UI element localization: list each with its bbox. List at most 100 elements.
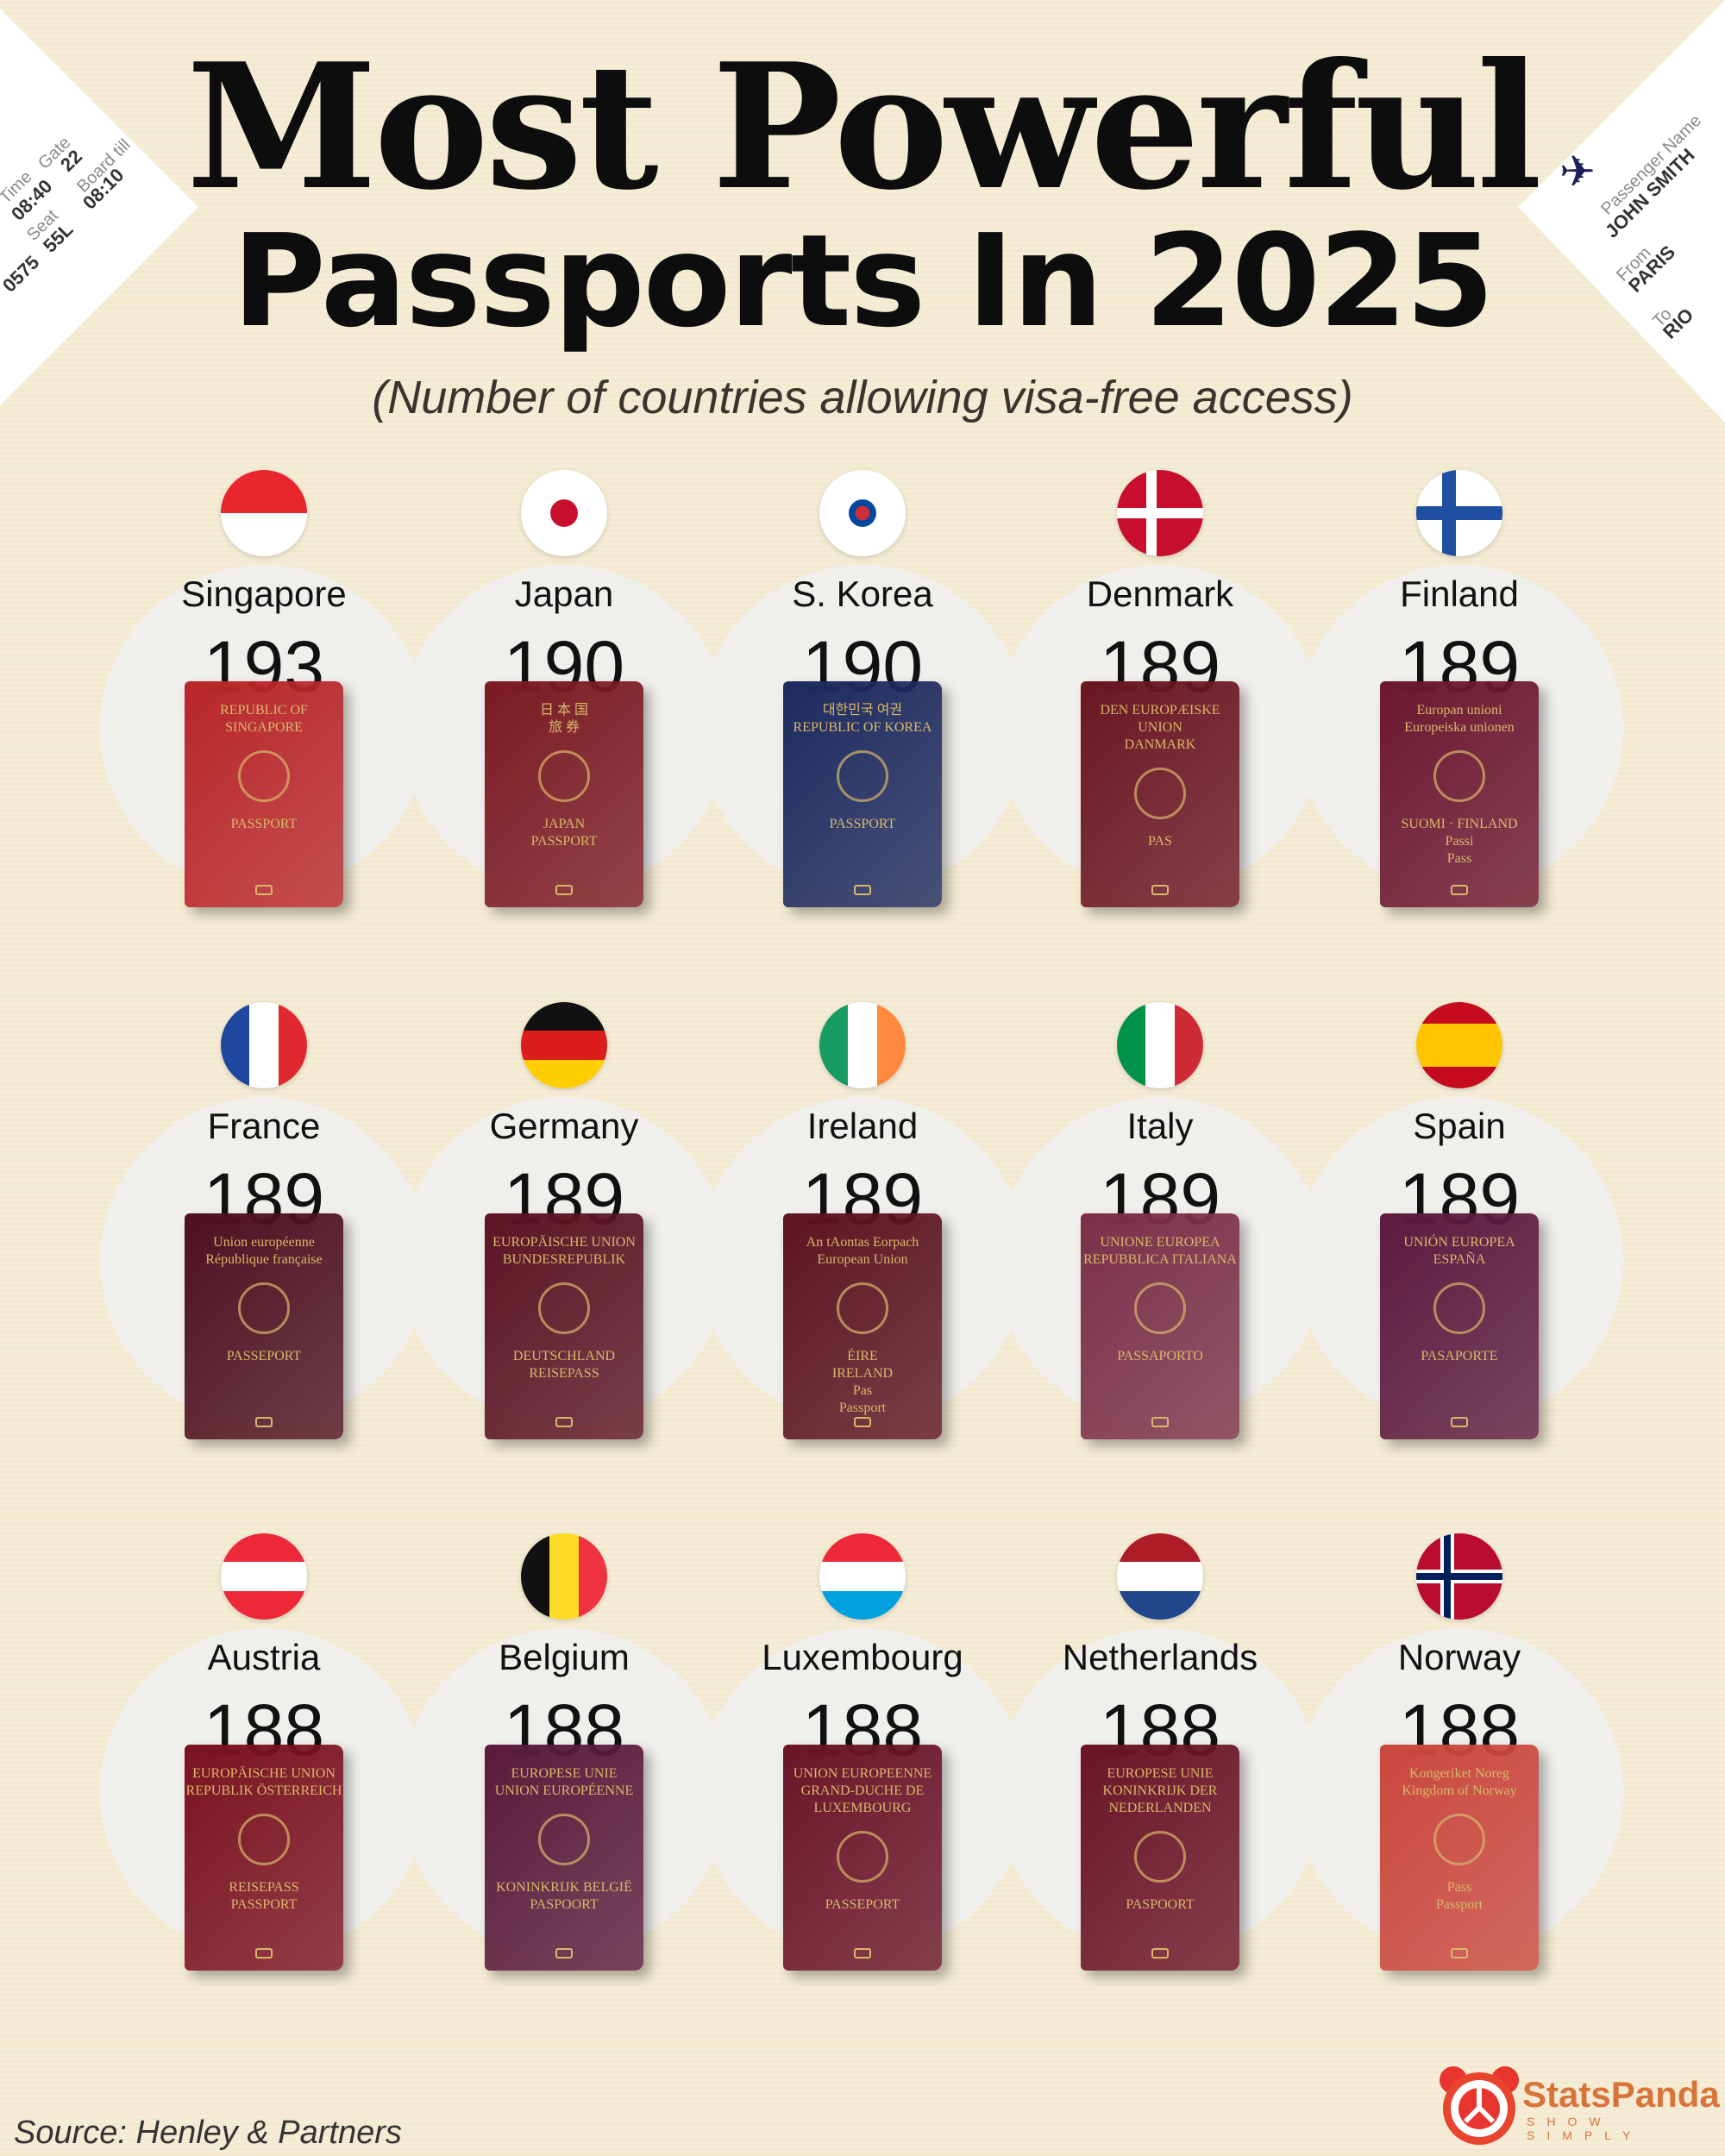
country-card-ireland: Ireland 189 An tAontas Eorpach European U…: [699, 1002, 1026, 1537]
passport-cover-text: PASSPORT: [230, 817, 298, 831]
country-name: Germany: [489, 1106, 639, 1146]
country-card-germany: Germany 189 EUROPÄISCHE UNION BUNDESREPUB…: [400, 1002, 728, 1537]
country-card-finland: Finland 189 Europan unioni Europeiska uni…: [1295, 470, 1623, 1005]
passport-cover-text: Pas: [852, 1383, 873, 1398]
passport-cover-text: République française: [205, 1252, 323, 1267]
biometric-chip-icon: [854, 1417, 871, 1427]
country-name: Spain: [1413, 1106, 1506, 1146]
passport-cover-text: PASSPORT: [829, 817, 896, 831]
brand-tagline: SHOW SIMPLY: [1527, 2115, 1643, 2142]
passport-cover-text: Passport: [838, 1401, 887, 1415]
south-korea-flag-icon: [819, 470, 906, 556]
passport-cover-text: DEUTSCHLAND: [512, 1349, 616, 1363]
country-name: Luxembourg: [762, 1637, 963, 1677]
coat-of-arms-icon: [1134, 1831, 1186, 1883]
passport-cover-text: BUNDESREPUBLIK: [502, 1252, 626, 1267]
country-name: Italy: [1126, 1106, 1194, 1146]
passport-cover-text: Europeiska unionen: [1404, 720, 1515, 735]
passport-cover-text: REPUBLIC OF KOREA: [793, 720, 932, 735]
passport-cover-text: UNIONE EUROPEA: [1100, 1235, 1220, 1250]
passport-cover-image: EUROPESE UNIE UNION EUROPÉENNE KONINKRIJK…: [485, 1745, 643, 1971]
country-card-luxembourg: Luxembourg 188 UNION EUROPEENNE GRAND-DUC…: [699, 1533, 1026, 2068]
country-card-norway: Norway 188 Kongeriket Noreg Kingdom of No…: [1295, 1533, 1623, 2068]
biometric-chip-icon: [1151, 1417, 1169, 1427]
passport-cover-text: UNION EUROPEENNE: [793, 1766, 932, 1781]
country-name: Norway: [1397, 1637, 1521, 1677]
passport-cover-text: EUROPESE UNIE: [1107, 1766, 1214, 1781]
passport-cover-text: SINGAPORE: [225, 720, 303, 735]
luxembourg-flag-icon: [819, 1533, 906, 1620]
biometric-chip-icon: [1451, 1417, 1468, 1427]
biometric-chip-icon: [1451, 885, 1468, 895]
country-card-belgium: Belgium 188 EUROPESE UNIE UNION EUROPÉENN…: [400, 1533, 728, 2068]
spain-flag-icon: [1416, 1002, 1502, 1088]
coat-of-arms-icon: [837, 1831, 888, 1883]
passport-cover-text: REPUBLIK ÖSTERREICH: [185, 1783, 342, 1798]
country-name: Ireland: [806, 1106, 919, 1146]
passport-cover-image: EUROPESE UNIE KONINKRIJK DER NEDERLANDEN …: [1081, 1745, 1239, 1971]
passport-cover-text: Europan unioni: [1416, 703, 1502, 718]
passport-cover-text: PASSEPORT: [226, 1349, 302, 1363]
country-name: Belgium: [499, 1637, 630, 1677]
country-card-japan: Japan 190 日 本 国旅 券 JAPAN PASSPORT: [400, 470, 728, 1005]
passport-cover-text: Pass: [1446, 1880, 1472, 1895]
biometric-chip-icon: [255, 1417, 273, 1427]
coat-of-arms-icon: [538, 750, 590, 802]
passport-cover-text: REPUBLIC OF: [220, 703, 308, 718]
passport-cover-image: An tAontas Eorpach European Union ÉIRE IRE…: [783, 1213, 942, 1439]
coat-of-arms-icon: [1433, 750, 1485, 802]
passport-cover-text: JAPAN: [543, 817, 586, 831]
biometric-chip-icon: [555, 1417, 573, 1427]
passport-cover-text: Pass: [1446, 851, 1472, 866]
country-card-france: France 189 Union européenne République fr…: [100, 1002, 428, 1537]
biometric-chip-icon: [255, 1948, 273, 1959]
country-card-denmark: Denmark 189 DEN EUROPÆISKE UNION DANMARK …: [996, 470, 1324, 1005]
passport-cover-image: REPUBLIC OF SINGAPORE PASSPORT: [185, 681, 343, 907]
passport-cover-text: An tAontas Eorpach: [806, 1235, 919, 1250]
passport-cover-text: EUROPÄISCHE UNION: [492, 1235, 636, 1250]
passport-cover-image: EUROPÄISCHE UNION BUNDESREPUBLIK DEUTSCHL…: [485, 1213, 643, 1439]
passport-cover-text: SUOMI · FINLAND: [1401, 817, 1518, 831]
passport-cover-text: PASAPORTE: [1421, 1349, 1498, 1363]
coat-of-arms-icon: [238, 1282, 290, 1334]
country-card-italy: Italy 189 UNIONE EUROPEA REPUBBLICA ITALI…: [996, 1002, 1324, 1537]
biometric-chip-icon: [1451, 1948, 1468, 1959]
passport-cover-text: PASPOORT: [1126, 1897, 1195, 1912]
country-card-austria: Austria 188 EUROPÄISCHE UNION REPUBLIK ÖS…: [100, 1533, 428, 2068]
passport-cover-text: EUROPÄISCHE UNION: [192, 1766, 336, 1781]
coat-of-arms-icon: [1433, 1814, 1485, 1865]
coat-of-arms-icon: [1433, 1282, 1485, 1334]
country-name: Netherlands: [1062, 1637, 1258, 1677]
coat-of-arms-icon: [238, 1814, 290, 1865]
country-card-singapore: Singapore 193 REPUBLIC OF SINGAPORE PASSP…: [100, 470, 428, 1005]
passport-cover-text: UNIÓN EUROPEA: [1403, 1235, 1515, 1250]
passport-cover-text: DANMARK: [1124, 737, 1196, 752]
passport-cover-text: GRAND-DUCHE DE LUXEMBOURG: [800, 1783, 925, 1815]
passport-cover-text: REPUBBLICA ITALIANA: [1083, 1252, 1237, 1267]
belgium-flag-icon: [521, 1533, 607, 1620]
passport-cover-text: ÉIRE: [847, 1349, 878, 1363]
coat-of-arms-icon: [238, 750, 290, 802]
passport-cover-text: Passport: [1435, 1897, 1484, 1912]
biometric-chip-icon: [555, 1948, 573, 1959]
brand-name: StatsPanda: [1522, 2074, 1720, 2115]
passport-cover-text: PASSPORT: [230, 1897, 298, 1912]
passport-cover-image: EUROPÄISCHE UNION REPUBLIK ÖSTERREICH REI…: [185, 1745, 343, 1971]
biometric-chip-icon: [854, 885, 871, 895]
netherlands-flag-icon: [1117, 1533, 1203, 1620]
passport-cover-text: 日 本 国: [539, 703, 588, 718]
passport-cover-text: DEN EUROPÆISKE UNION: [1100, 703, 1220, 735]
france-flag-icon: [221, 1002, 307, 1088]
biometric-chip-icon: [255, 885, 273, 895]
passport-cover-text: PAS: [1148, 834, 1172, 849]
passport-cover-image: DEN EUROPÆISKE UNION DANMARK PAS: [1081, 681, 1239, 907]
country-card-netherlands: Netherlands 188 EUROPESE UNIE KONINKRIJK …: [996, 1533, 1324, 2068]
passport-cover-text: UNION EUROPÉENNE: [494, 1783, 634, 1798]
source-note: Source: Henley & Partners: [14, 2115, 402, 2151]
passport-cover-text: Passi: [1445, 834, 1474, 849]
passport-cover-text: PASPOORT: [530, 1897, 599, 1912]
country-name: S. Korea: [792, 573, 933, 614]
country-card-south-korea: S. Korea 190 대한민국 여권 REPUBLIC OF KOREA PA…: [699, 470, 1026, 1005]
statspanda-logo-icon: [1440, 2066, 1519, 2145]
passport-cover-text: European Union: [817, 1252, 908, 1267]
